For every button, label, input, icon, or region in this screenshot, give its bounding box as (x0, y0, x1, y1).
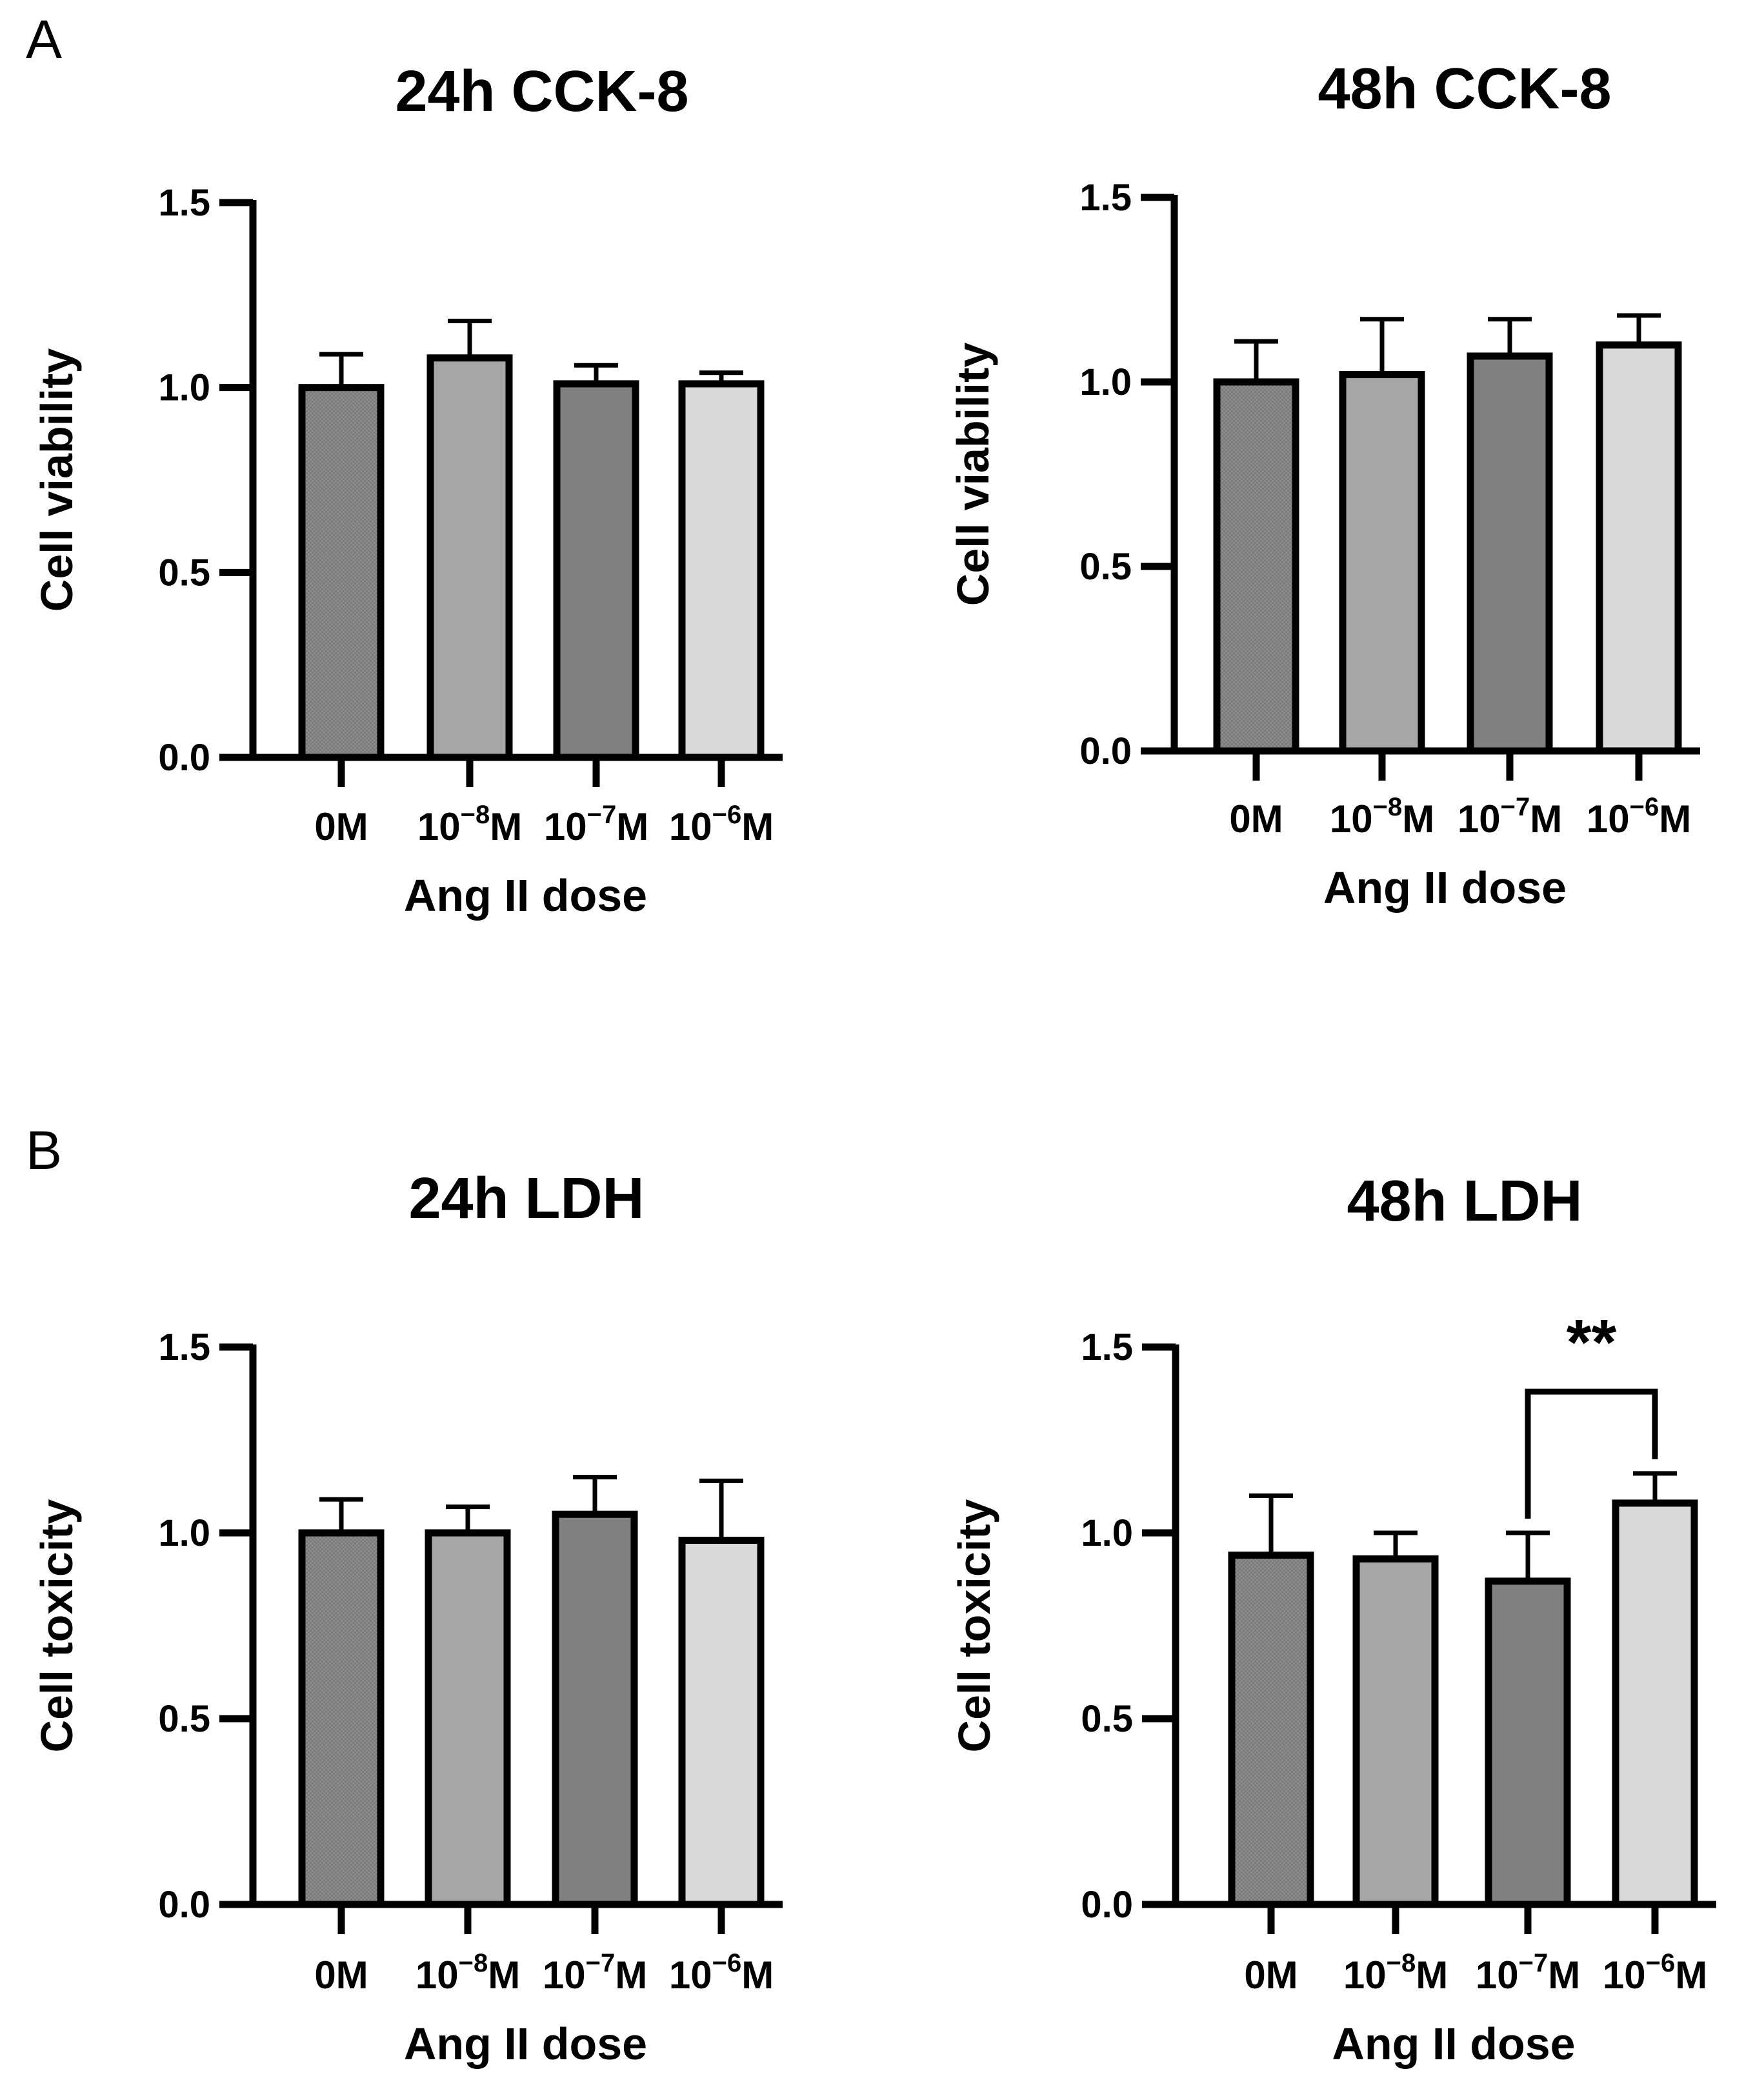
y-tick-label: 0.5 (158, 1698, 210, 1740)
y-tick-label: 1.0 (158, 367, 210, 409)
panel-letter-b: B (26, 1120, 62, 1181)
y-axis-title: Cell toxicity (949, 1499, 999, 1752)
y-tick-label: 0.0 (158, 1884, 210, 1926)
bar (1228, 1552, 1314, 1908)
bar (1612, 1499, 1698, 1908)
bar (298, 1529, 385, 1908)
x-tick-label: 0M (314, 1953, 368, 1997)
bar (426, 354, 513, 761)
bar (1485, 1577, 1571, 1908)
x-tick-label: 10−6M (1587, 793, 1691, 841)
x-tick-label: 10−6M (1603, 1949, 1707, 1997)
x-tick-label: 10−8M (1343, 1949, 1448, 1997)
x-tick-label: 0M (1229, 797, 1283, 841)
x-axis-title: Ang II dose (404, 2019, 647, 2069)
chart-title: 48h CCK-8 (1318, 57, 1611, 121)
x-tick-label: 10−7M (1458, 793, 1562, 841)
y-tick-label: 0.5 (1079, 546, 1132, 588)
chart-title: 48h LDH (1347, 1169, 1582, 1234)
bar (298, 384, 385, 761)
y-tick-label: 0.0 (1079, 730, 1132, 772)
x-tick-label: 10−8M (417, 801, 522, 848)
y-axis-title: Cell toxicity (32, 1499, 82, 1752)
y-tick-label: 0.5 (1081, 1698, 1133, 1740)
significance-bracket (1525, 1388, 1658, 1519)
bar (553, 380, 639, 761)
y-tick-label: 1.0 (1079, 361, 1132, 403)
x-tick-label: 10−6M (669, 1949, 774, 1997)
chart-4: 48h LDH 0.0 0.5 1.0 1.5 Cell toxicity Ang II d… (949, 1169, 1716, 2069)
y-tick-label: 0.0 (158, 737, 210, 779)
x-tick-label: 10−7M (1476, 1949, 1580, 1997)
x-tick-label: 10−7M (543, 1949, 647, 1997)
y-axis-title: Cell viability (948, 343, 998, 606)
y-tick-label: 1.0 (158, 1512, 210, 1554)
chart-3: 24h LDH 0.0 0.5 1.0 1.5 Cell toxicity Ang II d… (32, 1166, 783, 2069)
significance-label: ** (1567, 1306, 1617, 1379)
y-tick-label: 1.5 (1081, 1326, 1133, 1368)
chart-1: 24h CCK-8 0.0 0.5 1.0 1.5 Cell viability Ang I… (32, 59, 783, 921)
y-tick-label: 1.0 (1081, 1512, 1133, 1554)
bar (1352, 1555, 1439, 1908)
x-tick-label: 0M (1244, 1953, 1298, 1997)
bar (1339, 371, 1425, 755)
y-tick-label: 1.5 (1079, 177, 1132, 219)
x-axis-title: Ang II dose (1332, 2019, 1575, 2069)
x-tick-label: 10−7M (544, 801, 648, 848)
bar (1596, 341, 1682, 755)
y-axis-title: Cell viability (32, 348, 82, 612)
bar (678, 380, 765, 761)
x-tick-label: 10−8M (1330, 793, 1434, 841)
chart-title: 24h LDH (408, 1166, 644, 1231)
y-tick-label: 0.5 (158, 552, 210, 594)
y-tick-label: 1.5 (158, 182, 210, 224)
x-tick-label: 10−6M (669, 801, 774, 848)
x-tick-label: 0M (314, 805, 368, 848)
chart-2: 48h CCK-8 0.0 0.5 1.0 1.5 Cell viability Ang I… (948, 57, 1700, 913)
x-axis-title: Ang II dose (404, 870, 647, 921)
chart-title: 24h CCK-8 (395, 59, 688, 124)
panel-letter-a: A (26, 9, 62, 70)
bar (1213, 378, 1299, 755)
x-tick-label: 10−8M (416, 1949, 520, 1997)
x-axis-title: Ang II dose (1323, 863, 1567, 913)
bar (678, 1537, 765, 1908)
bar (425, 1529, 511, 1908)
y-tick-label: 1.5 (158, 1326, 210, 1368)
bar (1467, 352, 1553, 755)
y-tick-label: 0.0 (1081, 1884, 1133, 1926)
bar (552, 1510, 638, 1908)
